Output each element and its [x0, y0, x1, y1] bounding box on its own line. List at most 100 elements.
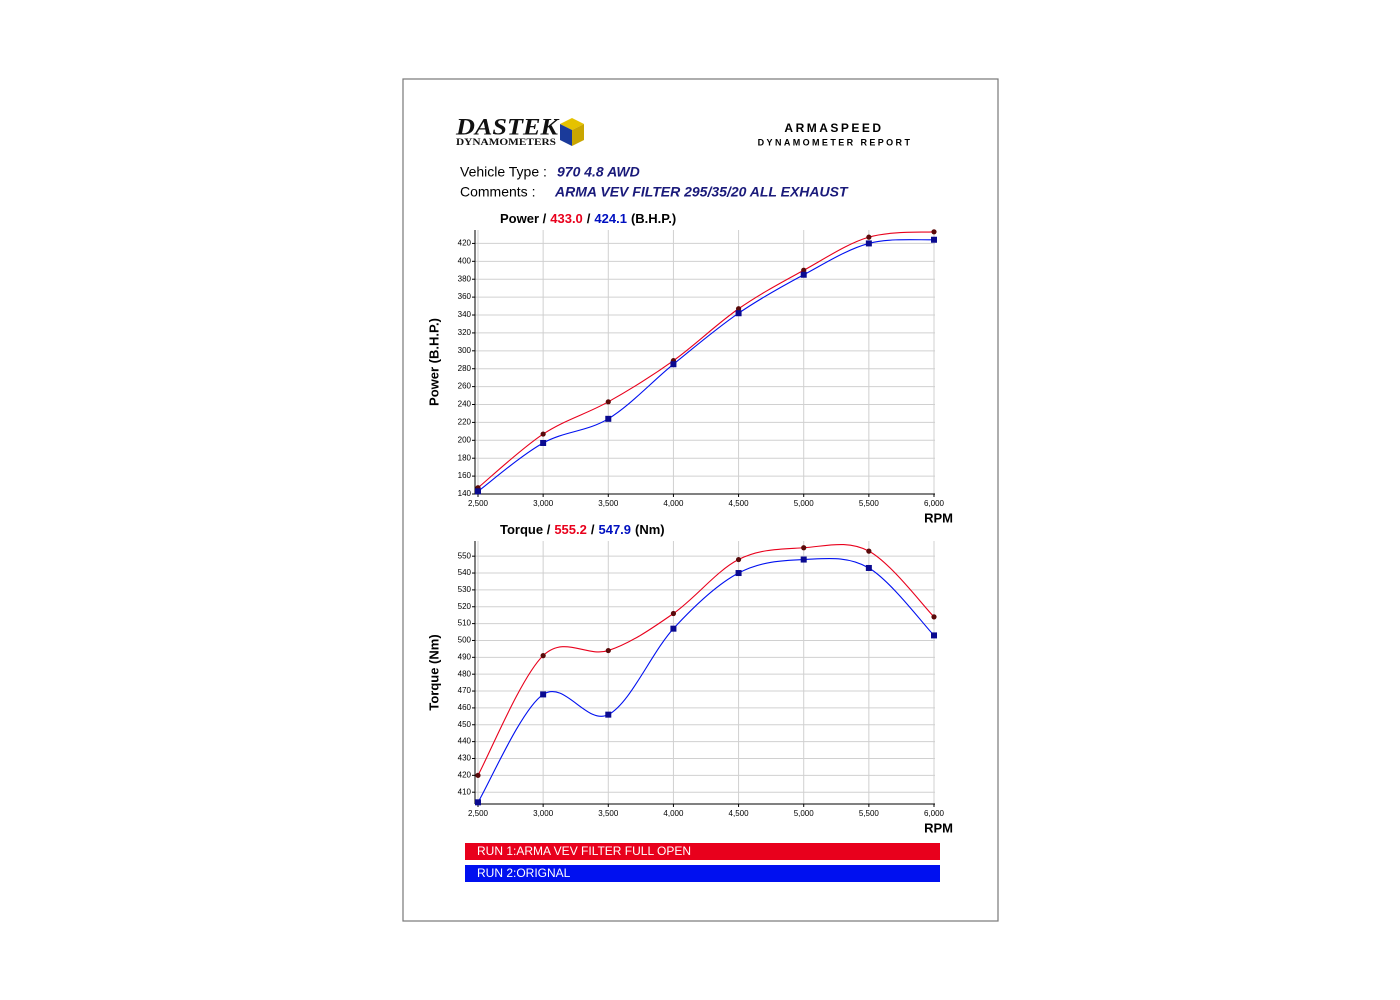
marker: [931, 229, 937, 235]
y-axis-label: Power (B.H.P.): [426, 318, 441, 406]
title-part: 555.2: [554, 522, 587, 537]
title-part: (B.H.P.): [631, 211, 676, 226]
y-tick-label: 180: [458, 453, 472, 462]
marker: [800, 556, 807, 563]
y-tick-label: 440: [458, 737, 472, 746]
marker: [540, 691, 547, 698]
x-axis-label: RPM: [924, 820, 953, 835]
y-tick-label: 420: [458, 239, 472, 248]
title-part: /: [591, 522, 595, 537]
marker: [931, 236, 937, 243]
x-tick-label: 5,500: [859, 809, 880, 818]
marker: [670, 361, 677, 368]
x-tick-label: 4,000: [663, 499, 684, 508]
y-tick-label: 300: [458, 346, 472, 355]
x-tick-label: 2,500: [468, 809, 489, 818]
company: ARMASPEED: [784, 121, 883, 135]
title-part: Torque /: [500, 522, 551, 537]
marker: [540, 653, 546, 659]
y-tick-label: 530: [458, 585, 472, 594]
y-tick-label: 160: [458, 471, 472, 480]
marker: [475, 488, 481, 495]
x-tick-label: 3,500: [598, 499, 619, 508]
x-tick-label: 5,000: [794, 809, 815, 818]
marker: [931, 614, 937, 620]
marker: [735, 310, 742, 317]
y-tick-label: 340: [458, 310, 472, 319]
x-tick-label: 4,500: [729, 809, 750, 818]
logo-sub: DYNAMOMETERS: [456, 137, 556, 147]
marker: [931, 632, 937, 639]
title-part: 547.9: [598, 522, 631, 537]
x-tick-label: 3,500: [598, 809, 619, 818]
title-part: /: [587, 211, 591, 226]
marker: [735, 556, 742, 563]
x-tick-label: 5,500: [859, 499, 880, 508]
x-tick-label: 3,000: [533, 809, 554, 818]
y-tick-label: 240: [458, 400, 472, 409]
legend-bar: [465, 865, 940, 882]
marker: [605, 415, 612, 422]
y-tick-label: 460: [458, 703, 472, 712]
legend-label: RUN 1:ARMA VEV FILTER FULL OPEN: [477, 844, 691, 858]
y-tick-label: 360: [458, 292, 472, 301]
marker: [605, 647, 611, 654]
x-tick-label: 5,000: [794, 499, 815, 508]
y-tick-label: 400: [458, 256, 472, 265]
legend-label: RUN 2:ORIGNAL: [477, 866, 571, 880]
y-tick-label: 380: [458, 274, 472, 283]
title-part: Power /: [500, 211, 547, 226]
y-tick-label: 420: [458, 770, 472, 779]
x-tick-label: 4,000: [663, 809, 684, 818]
marker: [540, 431, 546, 437]
marker: [670, 625, 677, 632]
y-tick-label: 520: [458, 602, 472, 611]
marker: [801, 267, 807, 273]
marker: [865, 240, 872, 247]
page-frame: [402, 78, 999, 922]
marker: [866, 234, 872, 240]
marker: [735, 570, 742, 577]
vehicle-type-label: Vehicle Type :: [460, 164, 547, 180]
chart-title: Power /433.0 /424.1 (B.H.P.): [500, 211, 676, 226]
marker: [475, 772, 481, 778]
y-tick-label: 500: [458, 636, 472, 645]
title-part: (Nm): [635, 522, 665, 537]
marker: [475, 799, 481, 806]
marker: [605, 399, 611, 405]
chart-title: Torque /555.2 /547.9 (Nm): [500, 522, 665, 537]
comments-label: Comments :: [460, 184, 535, 200]
y-tick-label: 480: [458, 669, 472, 678]
y-tick-label: 410: [458, 787, 472, 796]
y-tick-label: 490: [458, 652, 472, 661]
vehicle-type-value: 970 4.8 AWD: [557, 164, 640, 180]
marker: [801, 545, 807, 551]
y-tick-label: 200: [458, 435, 472, 444]
y-tick-label: 430: [458, 754, 472, 763]
title-part: 433.0: [550, 211, 583, 226]
x-tick-label: 4,500: [729, 499, 750, 508]
marker: [540, 439, 547, 446]
y-tick-label: 540: [458, 568, 472, 577]
logo-main: DASTEK: [455, 114, 560, 139]
y-tick-label: 260: [458, 382, 472, 391]
x-tick-label: 3,000: [533, 499, 554, 508]
marker: [735, 306, 742, 312]
legend-bar: [465, 843, 940, 860]
y-tick-label: 320: [458, 328, 472, 337]
y-tick-label: 140: [458, 489, 472, 498]
marker: [800, 271, 807, 278]
y-tick-label: 280: [458, 364, 472, 373]
marker: [865, 564, 872, 571]
y-tick-label: 550: [458, 551, 472, 560]
x-axis-label: RPM: [924, 510, 953, 525]
title-part: 424.1: [594, 211, 627, 226]
report-title: DYNAMOMETER REPORT: [758, 137, 913, 147]
x-tick-label: 6,000: [924, 499, 945, 508]
y-tick-label: 220: [458, 418, 472, 427]
y-axis-label: Torque (Nm): [426, 634, 441, 710]
marker: [670, 610, 677, 617]
x-tick-label: 2,500: [468, 499, 489, 508]
y-tick-label: 510: [458, 619, 472, 628]
